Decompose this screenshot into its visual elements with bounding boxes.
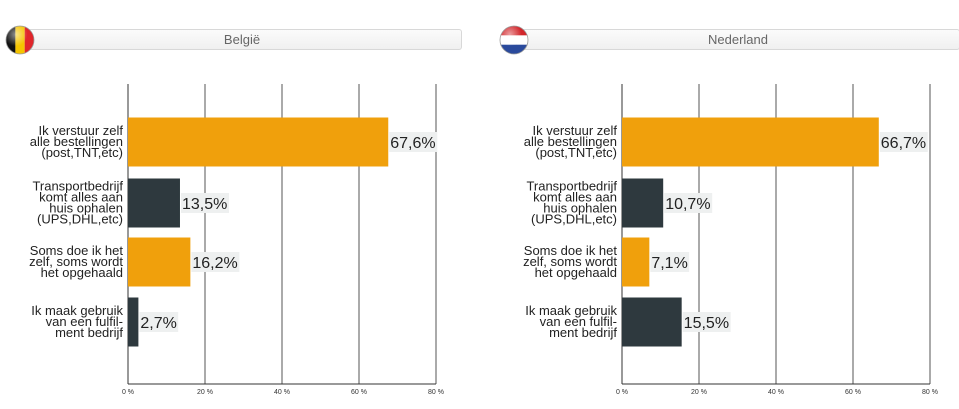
bar	[128, 178, 180, 228]
value-label: 7,1%	[651, 255, 687, 272]
x-tick-label: 20 %	[197, 389, 213, 396]
value-label: 10,7%	[665, 196, 710, 213]
category-label: Soms doe ik het zelf, soms wordt het opgeh…	[523, 243, 617, 280]
value-label: 66,7%	[881, 135, 926, 152]
value-label-bg	[682, 312, 731, 332]
category-label: Ik verstuur zelf alle bestellingen (post,T…	[524, 123, 618, 160]
category-label: Transportbedrijf komt alles aan huis ophal…	[32, 179, 123, 227]
panel-title: Nederland	[516, 29, 959, 50]
value-label: 67,6%	[390, 135, 435, 152]
category-label: Transportbedrijf komt alles aan huis ophal…	[526, 179, 617, 227]
category-label: Ik verstuur zelf alle bestellingen (post,T…	[30, 123, 124, 160]
belgium-flag-icon	[5, 25, 35, 55]
chart-panel-belgium: België 0 % 20 % 40 % 60 % 80 % 67,6% Ik verstu…	[0, 0, 470, 409]
x-tick-label: 80 %	[922, 389, 938, 396]
x-tick-label: 60 %	[845, 389, 861, 396]
category-label: Ik maak gebruik van een fulfil-ment bedri…	[31, 303, 123, 340]
x-tick-label: 60 %	[351, 389, 367, 396]
value-label-bg	[879, 132, 928, 152]
chart-panel-netherlands: Nederland 0 % 20 % 40 % 60 % 80 % 66,7% Ik ver…	[494, 0, 959, 409]
value-label: 13,5%	[182, 196, 227, 213]
value-label: 15,5%	[684, 315, 729, 332]
bar	[128, 117, 389, 167]
x-tick-label: 0 %	[616, 389, 628, 396]
x-tick-label: 80 %	[428, 389, 444, 396]
bar	[128, 297, 139, 347]
x-tick-label: 0 %	[122, 389, 134, 396]
bar	[622, 237, 650, 287]
netherlands-flag-icon	[499, 25, 529, 55]
category-label: Soms doe ik het zelf, soms wordt het opgeh…	[29, 243, 123, 280]
value-label-bg	[191, 252, 240, 272]
bar	[622, 117, 879, 167]
x-tick-label: 40 %	[274, 389, 290, 396]
value-label-bg	[389, 132, 438, 152]
bar-chart: 0 % 20 % 40 % 60 % 80 % 66,7% Ik verstuur zelf…	[523, 84, 938, 396]
value-label: 2,7%	[140, 315, 176, 332]
category-label: Ik maak gebruik van een fulfil-ment bedri…	[525, 303, 617, 340]
bar	[622, 297, 682, 347]
value-label-bg	[180, 193, 229, 213]
bar	[622, 178, 664, 228]
panel-title: België	[22, 29, 462, 50]
value-label-bg	[650, 252, 690, 272]
bar	[128, 237, 191, 287]
x-tick-label: 20 %	[691, 389, 707, 396]
value-label: 16,2%	[192, 255, 237, 272]
x-tick-label: 40 %	[768, 389, 784, 396]
bar-chart: 0 % 20 % 40 % 60 % 80 % 67,6% Ik verstuur zelf…	[29, 84, 444, 396]
value-label-bg	[139, 312, 179, 332]
value-label-bg	[664, 193, 713, 213]
